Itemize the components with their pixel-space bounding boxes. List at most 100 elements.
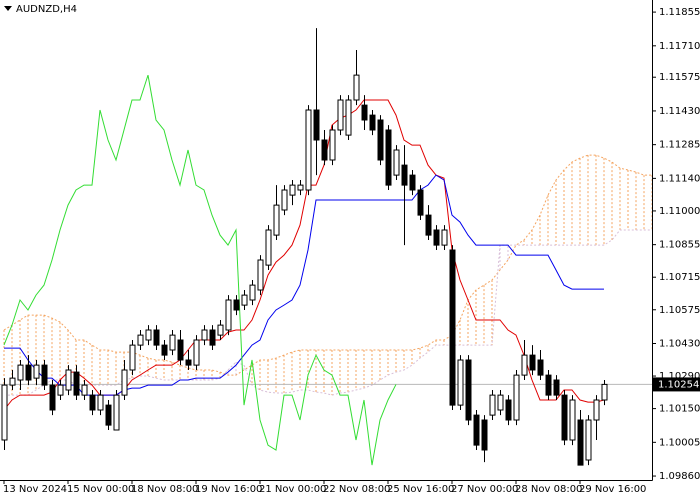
current-price-box (653, 377, 700, 392)
candle-body (593, 399, 600, 421)
cloud-span-b (4, 229, 652, 396)
candle-body (273, 204, 280, 236)
y-tick-label: 1.09860 (659, 471, 700, 482)
y-tick-label: 1.11430 (659, 106, 700, 117)
candle-body (345, 99, 352, 136)
candle-body (425, 214, 432, 236)
candle-body (241, 294, 248, 306)
candle-body (321, 139, 328, 161)
candle-body (553, 379, 560, 396)
candle-body (449, 249, 456, 406)
x-tick-label: 22 Nov 08:00 (323, 484, 390, 495)
candle-body (169, 334, 176, 351)
candle-body (393, 149, 400, 176)
candle-body (361, 104, 368, 121)
candle-body (569, 399, 576, 441)
candle-body (65, 369, 72, 391)
candle-body (225, 299, 232, 331)
x-tick-label: 25 Nov 16:00 (387, 484, 454, 495)
candle-body (1, 384, 8, 441)
candle-body (161, 344, 168, 356)
candle-body (33, 364, 40, 379)
candle-body (105, 404, 112, 426)
candle-body (577, 419, 584, 466)
y-tick-label: 1.10290 (659, 371, 700, 382)
candle-body (57, 384, 64, 396)
candle-body (313, 109, 320, 141)
chart-title: AUDNZD,H4 (16, 4, 77, 15)
y-tick-label: 1.11575 (659, 72, 700, 83)
x-tick-label: 27 Nov 00:00 (451, 484, 518, 495)
y-tick-label: 1.11855 (659, 7, 700, 18)
candle-body (121, 369, 128, 396)
candle-body (281, 189, 288, 211)
candle-body (561, 394, 568, 441)
plot-area (0, 28, 653, 466)
candle-body (257, 259, 264, 291)
candle-body (233, 299, 240, 311)
candle-body (337, 99, 344, 131)
x-tick-label: 21 Nov 00:00 (259, 484, 326, 495)
candle-body (9, 377, 16, 386)
candle-body (521, 354, 528, 376)
candle-body (377, 119, 384, 161)
x-tick-label: 28 Nov 08:00 (515, 484, 582, 495)
y-tick-label: 1.10005 (659, 437, 700, 448)
candle-body (489, 394, 496, 416)
candle-body (585, 419, 592, 461)
cloud-span-a (3, 154, 652, 376)
x-tick-label: 29 Nov 16:00 (579, 484, 646, 495)
candle-body (177, 339, 184, 361)
candle-body (441, 229, 448, 246)
candle-body (513, 374, 520, 421)
candle-body (537, 359, 544, 376)
x-tick-label: 15 Nov 00:00 (67, 484, 134, 495)
candle-body (409, 174, 416, 191)
x-tick-label: 19 Nov 16:00 (195, 484, 262, 495)
y-tick-label: 1.10150 (659, 404, 700, 415)
candle-body (81, 384, 88, 396)
candle-body (265, 229, 272, 266)
candle-body (89, 394, 96, 411)
candle-body (49, 384, 56, 411)
indicator-line (4, 174, 604, 396)
candle-body (329, 129, 336, 161)
candle-body (17, 364, 24, 381)
candle-body (97, 394, 104, 411)
candle-body (473, 414, 480, 446)
y-tick-label: 1.11710 (659, 41, 700, 52)
y-tick-label: 1.10715 (659, 272, 700, 283)
y-tick-label: 1.11285 (659, 140, 700, 151)
candle-body (153, 329, 160, 346)
x-tick-label: 18 Nov 08:00 (131, 484, 198, 495)
candle-body (193, 339, 200, 366)
candle-body (481, 419, 488, 451)
candle-body (145, 329, 152, 341)
candle-body (505, 399, 512, 421)
candle-body (545, 374, 552, 396)
candle-body (457, 359, 464, 406)
candle-body (305, 109, 312, 191)
candle-body (529, 354, 536, 371)
candle-body (401, 164, 408, 186)
candle-body (385, 129, 392, 186)
candle-body (73, 371, 80, 396)
candle-body (465, 359, 472, 421)
candle-body (369, 114, 376, 131)
candle-body (113, 394, 120, 431)
candle-body (25, 364, 32, 381)
candle-body (297, 184, 304, 191)
candle-body (129, 344, 136, 371)
candle-body (497, 394, 504, 411)
candle-body (201, 329, 208, 341)
candle-body (41, 364, 48, 386)
candle-body (217, 324, 224, 336)
candle-body (433, 229, 440, 246)
y-tick-label: 1.10855 (659, 240, 700, 251)
title-marker (4, 6, 12, 11)
candle-body (185, 359, 192, 366)
candle-body (209, 329, 216, 346)
indicator-line (3, 74, 397, 466)
